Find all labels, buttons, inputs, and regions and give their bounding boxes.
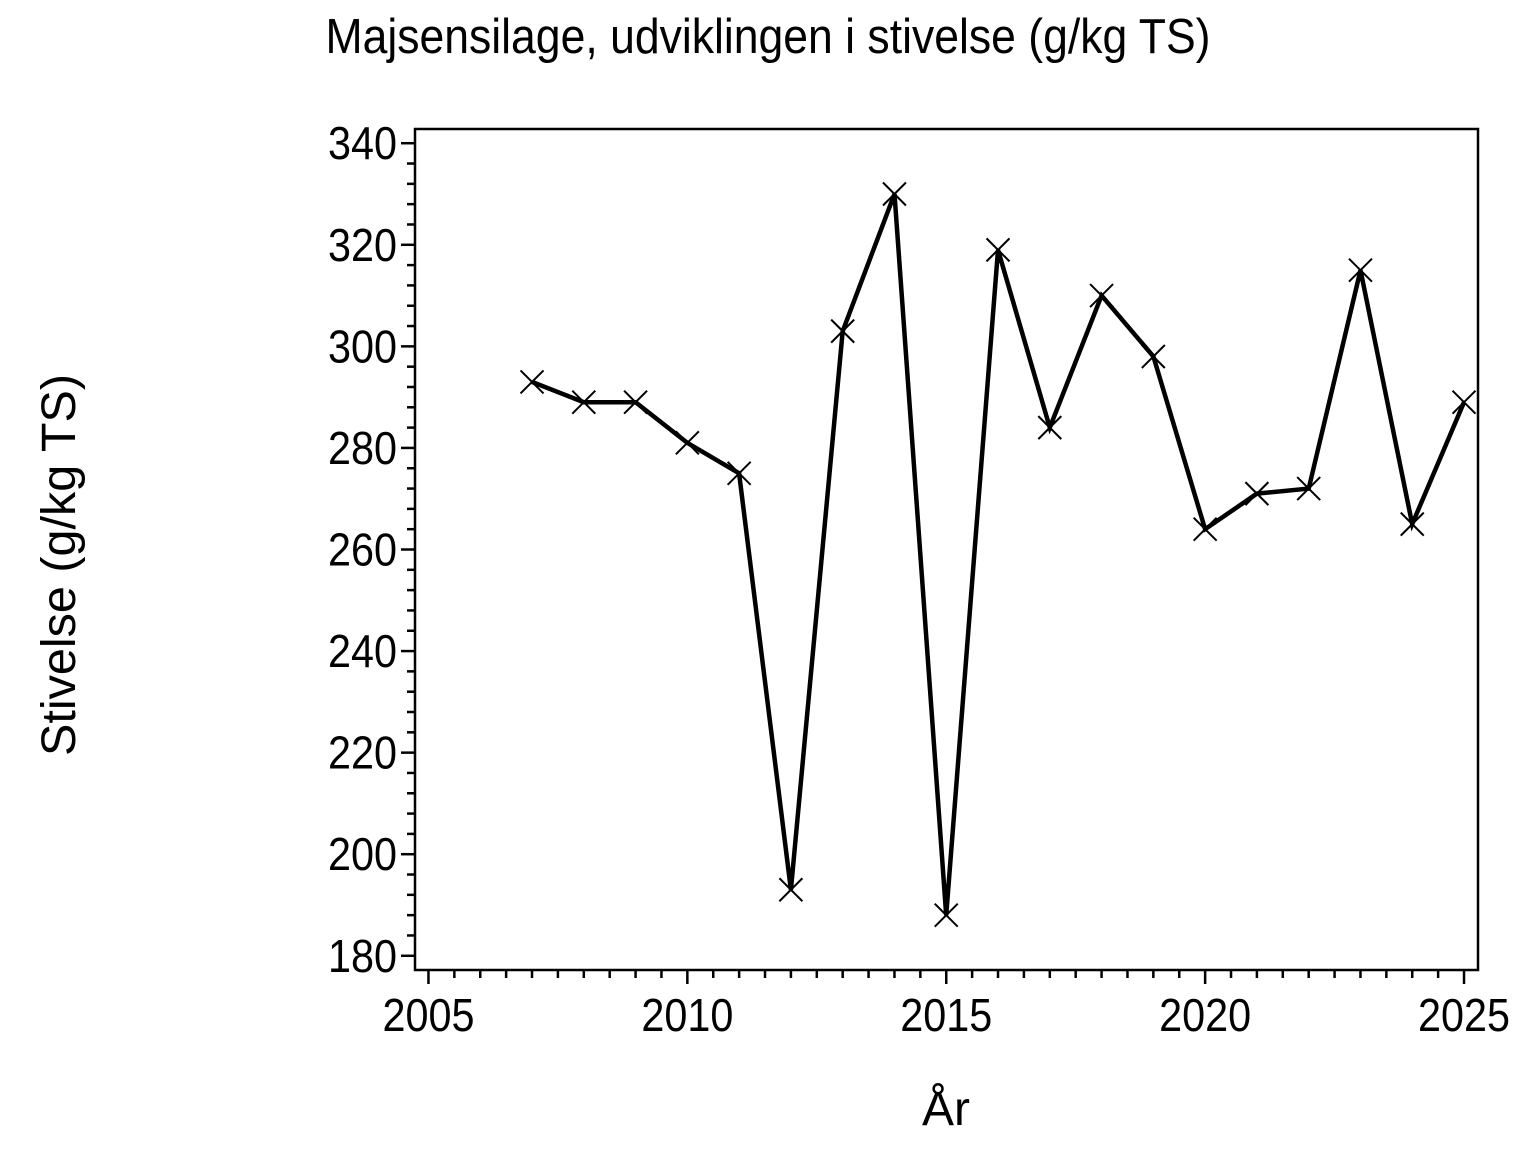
y-tick-label: 280 [328, 422, 397, 474]
y-tick-label: 340 [328, 117, 397, 169]
x-tick-label: 2005 [382, 989, 474, 1041]
marker-stroke [1192, 516, 1218, 542]
marker-stroke [623, 390, 648, 415]
x-axis-label: År [922, 1083, 970, 1136]
marker-stroke [519, 369, 545, 395]
data-point-marker [1192, 516, 1218, 542]
data-point-marker [934, 902, 959, 928]
marker-stroke [882, 181, 907, 207]
marker-stroke [1451, 390, 1477, 415]
y-axis-label: Stivelse (g/kg TS) [33, 374, 86, 756]
plot-frame [413, 127, 1480, 972]
marker-stroke [1141, 344, 1166, 369]
marker-stroke [1037, 415, 1063, 440]
chart-title: Majsensilage, udviklingen i stivelse (g/… [326, 10, 1211, 64]
data-point-marker [985, 237, 1011, 263]
marker-stroke [1348, 257, 1373, 283]
marker-stroke [571, 390, 597, 415]
y-tick-label: 260 [328, 524, 397, 576]
y-tick-label: 320 [328, 219, 397, 271]
data-point-marker [882, 181, 907, 207]
data-point-marker [1244, 481, 1270, 506]
data-point-marker [1141, 344, 1166, 369]
x-tick-label: 2010 [641, 989, 733, 1041]
data-point-marker [1451, 390, 1477, 415]
data-point-marker [778, 877, 804, 902]
x-axis-ticks: 2005 2010 2015 2020 2025 [382, 970, 1510, 1041]
marker-stroke [1089, 283, 1114, 308]
marker-stroke [934, 902, 959, 928]
data-point-marker [675, 430, 700, 456]
marker-stroke [778, 877, 804, 902]
data-point-marker [830, 318, 855, 344]
data-point-marker [519, 369, 545, 395]
x-tick-label: 2015 [900, 989, 992, 1041]
data-series [519, 181, 1477, 928]
marker-stroke [830, 318, 855, 344]
marker-stroke [726, 461, 752, 486]
data-point-marker [571, 390, 597, 415]
data-point-marker [1089, 283, 1114, 308]
data-point-marker [1296, 476, 1321, 501]
y-tick-label: 200 [328, 828, 397, 880]
y-tick-label: 240 [328, 625, 397, 677]
data-point-marker [1037, 415, 1063, 440]
x-tick-label: 2025 [1418, 989, 1510, 1041]
y-tick-label: 220 [328, 727, 397, 779]
y-axis-ticks: 180 200 220 240 260 280 300 320 340 [328, 117, 415, 982]
data-point-marker [623, 390, 648, 415]
y-tick-label: 180 [328, 930, 397, 982]
marker-stroke [1296, 476, 1321, 501]
marker-stroke [985, 237, 1011, 263]
data-point-marker [726, 461, 752, 486]
x-tick-label: 2020 [1159, 989, 1251, 1041]
marker-stroke [1400, 511, 1425, 537]
marker-stroke [675, 430, 700, 456]
data-line [531, 193, 1467, 916]
data-point-marker [1348, 257, 1373, 283]
y-tick-label: 300 [328, 320, 397, 372]
data-point-marker [1400, 511, 1425, 537]
marker-stroke [1244, 481, 1270, 506]
